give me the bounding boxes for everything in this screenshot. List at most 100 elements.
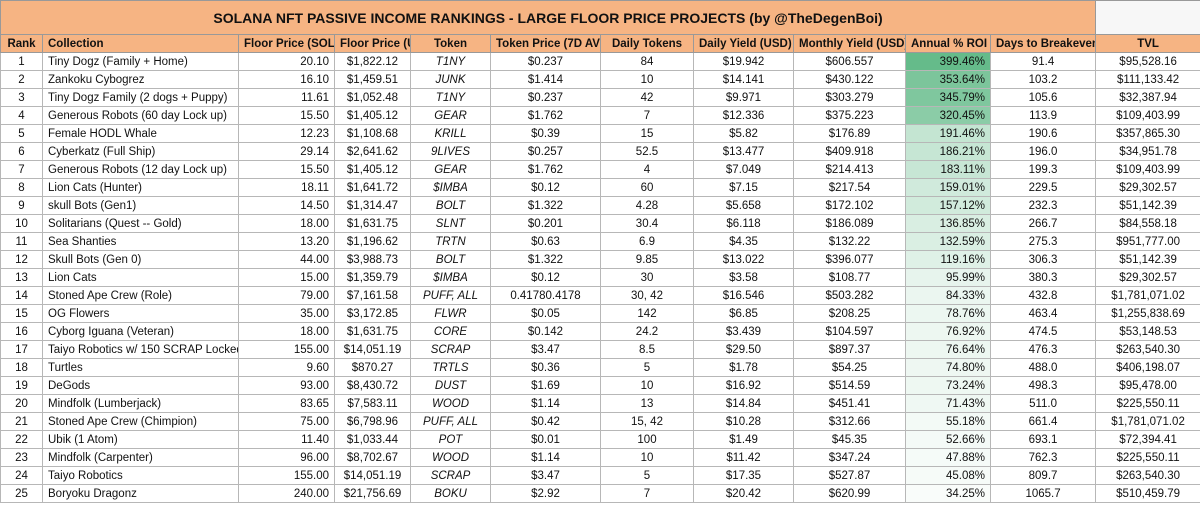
table-cell: 14.50 xyxy=(238,196,335,215)
table-cell: GEAR xyxy=(410,106,491,125)
table-cell: SCRAP xyxy=(410,466,491,485)
table-cell: 15 xyxy=(600,124,694,143)
table-cell: Lion Cats xyxy=(42,268,239,287)
table-cell: 266.7 xyxy=(989,214,1097,233)
data-row: 20 Mindfolk (Lumberjack) 83.65 $7,583.11 WOO… xyxy=(0,394,1200,413)
table-cell: $0.39 xyxy=(490,124,601,143)
table-cell: $1,822.12 xyxy=(334,52,411,71)
table-cell: 7 xyxy=(0,160,43,179)
table-cell: 1065.7 xyxy=(989,484,1097,503)
table-cell: CORE xyxy=(410,322,491,341)
data-row: 2 Zankoku Cybogrez 16.10 $1,459.51 JUNK $1.41… xyxy=(0,70,1200,89)
table-cell: 476.3 xyxy=(989,340,1097,359)
table-cell: $2,641.62 xyxy=(334,142,411,161)
table-cell: FLWR xyxy=(410,304,491,323)
table-cell: Generous Robots (60 day Lock up) xyxy=(42,106,239,125)
table-cell: JUNK xyxy=(410,70,491,89)
table-cell: $95,528.16 xyxy=(1095,52,1200,71)
table-cell: 8 xyxy=(0,178,43,197)
table-cell: 10 xyxy=(600,70,694,89)
table-cell: 9 xyxy=(0,196,43,215)
table-cell: Cyborg Iguana (Veteran) xyxy=(42,322,239,341)
data-row: 5 Female HODL Whale 12.23 $1,108.68 KRILL $0.… xyxy=(0,124,1200,143)
table-cell: $109,403.99 xyxy=(1095,106,1200,125)
data-row: 10 Solitarians (Quest -- Gold) 18.00 $1,631… xyxy=(0,214,1200,233)
table-cell: 232.3 xyxy=(989,196,1097,215)
table-cell: BOKU xyxy=(410,484,491,503)
table-cell: 661.4 xyxy=(989,412,1097,431)
table-cell: $0.142 xyxy=(490,322,601,341)
table-cell: 20.10 xyxy=(238,52,335,71)
table-cell: $13.477 xyxy=(693,142,794,161)
table-cell: Turtles xyxy=(42,358,239,377)
data-row: 18 Turtles 9.60 $870.27 TRTLS $0.36 5 $1.78 $54.… xyxy=(0,358,1200,377)
table-cell: 79.00 xyxy=(238,286,335,305)
table-cell: 24 xyxy=(0,466,43,485)
table-cell: 136.85% xyxy=(905,214,991,233)
table-cell: $0.05 xyxy=(490,304,601,323)
table-cell: 191.46% xyxy=(905,124,991,143)
table-cell: 0.41780.4178 xyxy=(490,286,601,305)
table-cell: 6.9 xyxy=(600,232,694,251)
table-cell: $409.918 xyxy=(793,142,906,161)
table-cell: 18.11 xyxy=(238,178,335,197)
table-cell: Female HODL Whale xyxy=(42,124,239,143)
table-cell: 13 xyxy=(0,268,43,287)
table-cell: $7,161.58 xyxy=(334,286,411,305)
table-cell: 399.46% xyxy=(905,52,991,71)
table-cell: 100 xyxy=(600,430,694,449)
table-cell: 47.88% xyxy=(905,448,991,467)
table-cell: KRILL xyxy=(410,124,491,143)
table-cell: $20.42 xyxy=(693,484,794,503)
table-cell: 240.00 xyxy=(238,484,335,503)
table-cell: $514.59 xyxy=(793,376,906,395)
table-cell: $11.42 xyxy=(693,448,794,467)
table-cell: WOOD xyxy=(410,448,491,467)
table-cell: $6.118 xyxy=(693,214,794,233)
table-cell: 9LIVES xyxy=(410,142,491,161)
table-cell: $19.942 xyxy=(693,52,794,71)
column-header: Monthly Yield (USD) xyxy=(793,34,906,53)
table-cell: $84,558.18 xyxy=(1095,214,1200,233)
table-cell: 16 xyxy=(0,322,43,341)
table-cell: $3,988.73 xyxy=(334,250,411,269)
table-cell: 306.3 xyxy=(989,250,1097,269)
table-cell: $1,108.68 xyxy=(334,124,411,143)
table-cell: $IMBA xyxy=(410,268,491,287)
table-cell: 23 xyxy=(0,448,43,467)
table-cell: $0.12 xyxy=(490,268,601,287)
data-row: 12 Skull Bots (Gen 0) 44.00 $3,988.73 BOLT $1… xyxy=(0,250,1200,269)
table-cell: 474.5 xyxy=(989,322,1097,341)
table-cell: $897.37 xyxy=(793,340,906,359)
table-cell: 183.11% xyxy=(905,160,991,179)
table-cell: $132.22 xyxy=(793,232,906,251)
table-cell: 159.01% xyxy=(905,178,991,197)
table-cell: Cyberkatz (Full Ship) xyxy=(42,142,239,161)
table-cell: $0.63 xyxy=(490,232,601,251)
data-row: 3 Tiny Dogz Family (2 dogs + Puppy) 11.61 $… xyxy=(0,88,1200,107)
data-row: 8 Lion Cats (Hunter) 18.11 $1,641.72 $IMBA $0… xyxy=(0,178,1200,197)
table-cell: GEAR xyxy=(410,160,491,179)
table-cell: Lion Cats (Hunter) xyxy=(42,178,239,197)
data-row: 19 DeGods 93.00 $8,430.72 DUST $1.69 10 $16.92 $… xyxy=(0,376,1200,395)
table-cell: 11 xyxy=(0,232,43,251)
table-cell: $51,142.39 xyxy=(1095,250,1200,269)
table-cell: $6,798.96 xyxy=(334,412,411,431)
table-cell: 15.50 xyxy=(238,106,335,125)
table-cell: $14,051.19 xyxy=(334,340,411,359)
table-cell: $0.201 xyxy=(490,214,601,233)
table-cell: 4 xyxy=(600,160,694,179)
table-cell: Ubik (1 Atom) xyxy=(42,430,239,449)
table-cell: Zankoku Cybogrez xyxy=(42,70,239,89)
table-cell: 3 xyxy=(0,88,43,107)
table-cell: $1,052.48 xyxy=(334,88,411,107)
table-cell: 84 xyxy=(600,52,694,71)
table-cell: $1.78 xyxy=(693,358,794,377)
table-cell: $1,255,838.69 xyxy=(1095,304,1200,323)
data-row: 21 Stoned Ape Crew (Chimpion) 75.00 $6,798.… xyxy=(0,412,1200,431)
header-row: Rank Collection Floor Price (SOL) Floor Pri… xyxy=(0,34,1200,53)
table-cell: $406,198.07 xyxy=(1095,358,1200,377)
table-cell: $5.658 xyxy=(693,196,794,215)
